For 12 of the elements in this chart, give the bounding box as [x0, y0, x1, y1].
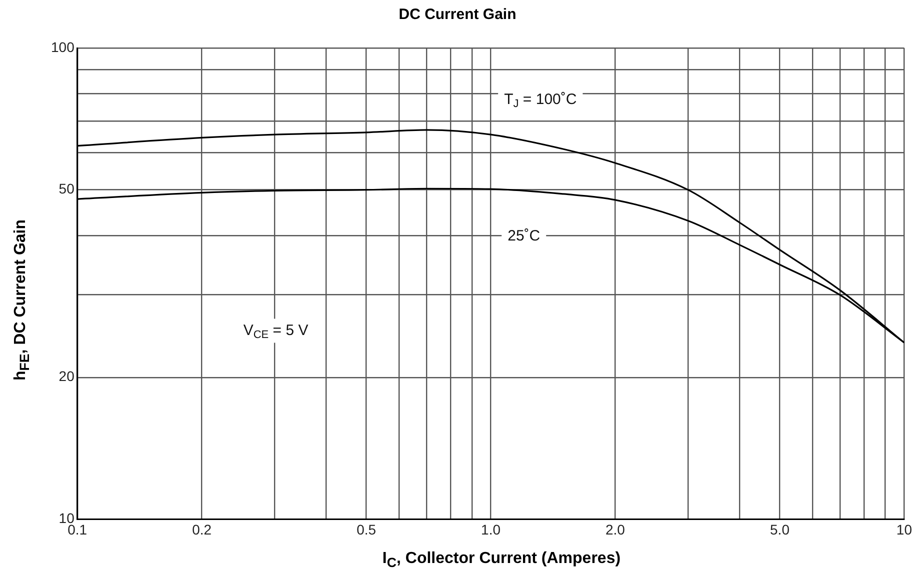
x-tick-label: 2.0 [606, 521, 626, 538]
x-axis-title: I$_{C}$, Collector Current (Amperes) [381, 550, 622, 570]
x-tick-label: 5.0 [770, 521, 790, 538]
annotation: 25˚C [508, 228, 540, 245]
y-tick-label: 20 [58, 368, 75, 384]
y-tick-label: 50 [58, 180, 75, 197]
x-tick-label: 0.5 [356, 521, 376, 538]
x-tick-label: 0.2 [192, 521, 212, 538]
chart-title: DC Current Gain [398, 6, 518, 23]
y-tick-label: 100 [51, 38, 75, 55]
x-tick-label: 1.0 [481, 521, 501, 538]
x-tick-label: 10 [896, 521, 912, 538]
